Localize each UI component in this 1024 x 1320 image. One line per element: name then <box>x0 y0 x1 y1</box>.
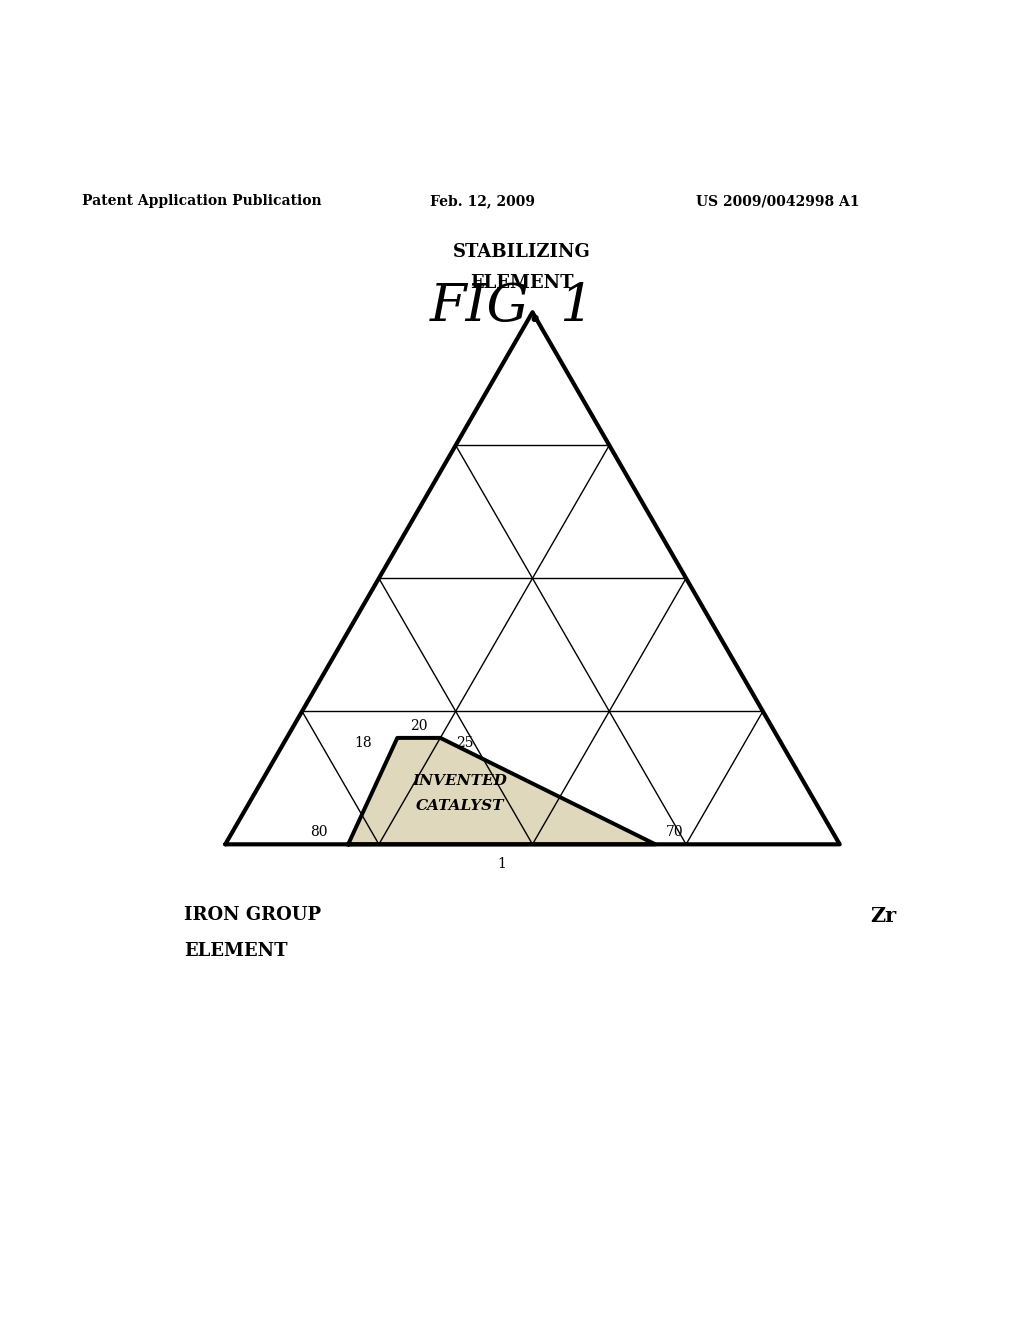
Text: 1: 1 <box>498 857 506 871</box>
Text: Feb. 12, 2009: Feb. 12, 2009 <box>430 194 536 209</box>
Text: STABILIZING: STABILIZING <box>454 243 591 261</box>
Text: Zr: Zr <box>870 906 897 925</box>
Text: 70: 70 <box>666 825 683 840</box>
Text: US 2009/0042998 A1: US 2009/0042998 A1 <box>696 194 860 209</box>
Text: 25: 25 <box>456 737 473 750</box>
Text: ELEMENT: ELEMENT <box>184 941 288 960</box>
Text: ELEMENT: ELEMENT <box>470 273 574 292</box>
Text: Patent Application Publication: Patent Application Publication <box>82 194 322 209</box>
Text: 18: 18 <box>354 737 372 750</box>
Text: 80: 80 <box>310 825 328 840</box>
Polygon shape <box>348 738 655 845</box>
Text: INVENTED: INVENTED <box>413 774 508 788</box>
Text: CATALYST: CATALYST <box>416 800 505 813</box>
Text: 20: 20 <box>410 719 428 733</box>
Text: FIG. 1: FIG. 1 <box>430 281 594 333</box>
Text: IRON GROUP: IRON GROUP <box>184 906 322 924</box>
